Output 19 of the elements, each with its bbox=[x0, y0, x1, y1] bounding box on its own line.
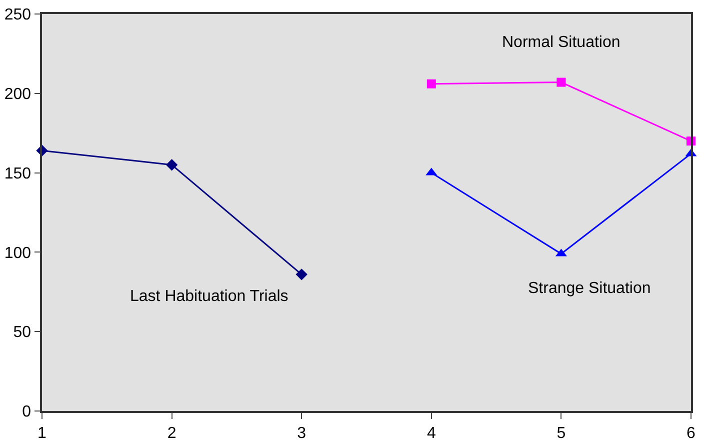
y-tick-label: 0 bbox=[22, 404, 32, 421]
x-tick-label: 5 bbox=[556, 424, 566, 441]
y-tick-label: 100 bbox=[4, 244, 32, 262]
y-tick-label: 150 bbox=[4, 165, 32, 182]
x-tick-label: 2 bbox=[167, 424, 176, 441]
point bbox=[556, 78, 566, 87]
y-tick-label: 250 bbox=[4, 6, 32, 24]
y-tick-label: 50 bbox=[13, 324, 32, 342]
x-tick-label: 1 bbox=[38, 424, 47, 441]
series-label: Last Habituation Trials bbox=[130, 288, 288, 305]
point bbox=[426, 79, 436, 88]
x-tick-label: 3 bbox=[297, 424, 306, 441]
point bbox=[166, 159, 178, 171]
text: Normal Situation bbox=[502, 34, 620, 51]
x-tick-label: 4 bbox=[426, 424, 436, 441]
text: Strange Situation bbox=[528, 280, 651, 297]
y-tick-label: 200 bbox=[4, 86, 32, 103]
point bbox=[296, 268, 308, 280]
x-tick-label: 6 bbox=[686, 424, 696, 441]
